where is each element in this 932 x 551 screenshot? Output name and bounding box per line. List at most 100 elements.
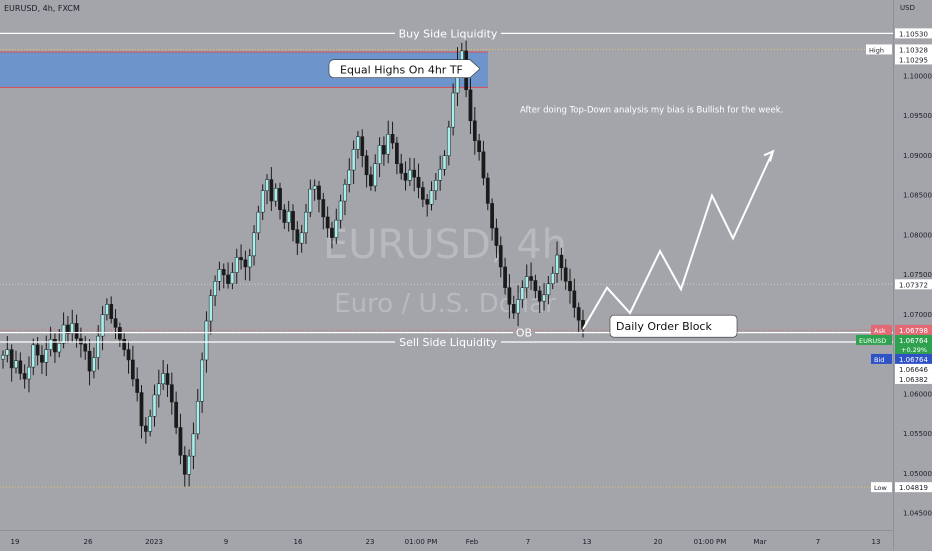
symbol-title: EURUSD, 4h, FXCM [4,4,80,13]
candle [356,131,360,159]
y-tick-label: 1.07500 [903,271,932,279]
time-axis[interactable]: 19 26 2023 9 16 23 01:00 PM Feb 7 13 20 01:00 PM Mar… [0,530,893,551]
candle [472,107,477,155]
y-tick-label: 1.09000 [903,152,932,160]
candle [498,236,503,278]
candle [572,278,577,318]
candle [563,258,568,290]
candle [408,157,412,187]
candle [165,364,170,398]
price-label-value: 1.06646 [899,366,928,374]
candle [148,409,153,437]
candle [343,179,347,216]
order-block-text: Daily Order Block [616,320,712,333]
candle [156,369,161,408]
price-tag-bg [856,334,892,345]
price-change: +0.29% [901,346,927,354]
candle [96,325,101,370]
candle [390,121,395,150]
candle [291,204,295,242]
price-label-value: 1.10328 [899,46,928,54]
candle [490,198,494,241]
candle [550,266,555,290]
equal-highs-callout [328,59,481,79]
equal-highs-text: Equal Highs On 4hr TF [340,64,463,77]
level-label: Buy Side Liquidity [399,27,498,40]
y-tick-label: 1.04500 [903,510,932,518]
watermark-symbol: EURUSD, 4h [323,222,567,268]
candle [520,280,525,308]
candle [442,150,447,176]
candle [503,257,507,295]
candle [152,384,157,427]
candle [1,350,5,369]
candle [568,268,572,304]
x-tick-label: 16 [294,538,303,546]
x-tick-label: 7 [816,538,820,546]
candle [537,286,542,313]
candle [468,78,473,135]
candle [529,262,533,290]
price-axis[interactable]: 1.10000 1.09500 1.09000 1.08500 1.08000 1.075… [893,0,932,550]
candle [53,332,57,363]
candle [126,340,131,374]
y-tick-label: 1.09500 [903,112,932,120]
candle [187,449,191,487]
candle [304,203,308,245]
candle [446,120,451,166]
price-tag-text: Bid [874,356,884,364]
candle [477,133,481,161]
chart-plot-area[interactable]: EURUSD, 4h, FXCM EURUSD, 4h Euro / U.S. D… [0,0,893,530]
candle [278,182,282,220]
candle [382,136,386,166]
candle [161,359,165,390]
candle [105,298,109,321]
candle [200,352,204,413]
candle [109,296,114,324]
candle [399,153,404,180]
x-tick-label: 9 [224,538,228,546]
y-tick-label: 1.08500 [903,192,932,200]
candle [416,163,421,199]
candle [5,336,10,363]
candle [35,336,40,366]
candle [338,194,343,229]
price-label-bg [895,353,932,364]
candle [533,274,538,299]
candle [113,309,118,340]
price-tag-bg [871,353,892,364]
candle [18,352,23,380]
candle [87,339,92,386]
x-tick-label: 2023 [145,538,163,546]
candle [230,262,235,290]
candle [576,302,581,332]
candle [581,310,585,338]
price-label-bg [895,334,932,354]
candle [191,422,196,470]
candle [295,221,300,256]
candle [135,367,140,402]
candle [74,314,79,348]
candle [421,181,425,208]
candle [433,173,438,200]
candle [182,446,187,487]
x-tick-label: 19 [11,538,20,546]
candle [511,295,516,319]
candle [178,413,183,465]
candle [234,248,239,285]
candle [256,205,261,240]
candle [92,347,96,379]
candle [330,221,334,249]
candle [118,322,122,347]
price-label-value: 1.06798 [899,327,928,335]
y-tick-label: 1.05500 [903,430,932,438]
candle [546,275,551,305]
candle [524,264,529,299]
candle [485,172,490,211]
candle [195,388,200,440]
candle [217,261,222,291]
candle [429,181,434,211]
candle [14,350,18,374]
price-label-bg [895,324,932,335]
